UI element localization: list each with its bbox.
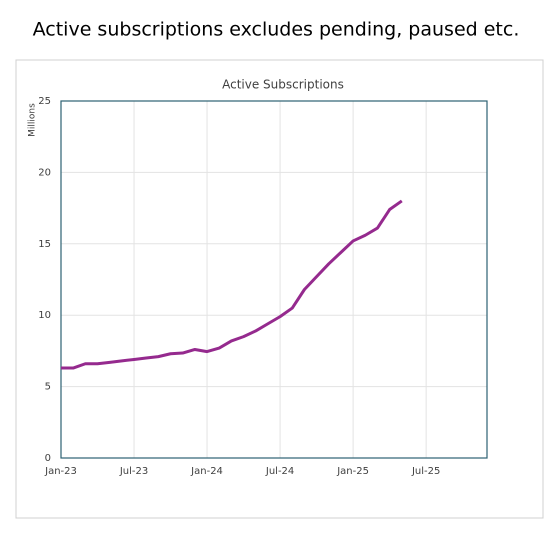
x-tick-label: Jul-25	[411, 466, 440, 477]
chart-frame	[15, 59, 544, 519]
y-tick-label: 20	[38, 167, 51, 178]
data-line	[61, 199, 403, 370]
y-tick-label: 5	[45, 382, 51, 393]
x-tick-label: Jan-24	[190, 466, 223, 477]
plot-border	[60, 100, 488, 459]
page-title: Active subscriptions excludes pending, p…	[33, 19, 520, 41]
y-tick-label: 0	[45, 453, 51, 464]
y-tick-label: 25	[38, 96, 51, 107]
x-tick-label: Jul-24	[265, 466, 294, 477]
y-tick-label: 10	[38, 310, 51, 321]
x-tick-label: Jan-23	[44, 466, 77, 477]
x-tick-label: Jan-25	[336, 466, 369, 477]
x-tick-label: Jul-23	[119, 466, 148, 477]
y-tick-label: 15	[38, 239, 51, 250]
y-axis-label: Millions	[28, 103, 38, 137]
chart-title: Active Subscriptions	[222, 78, 344, 92]
